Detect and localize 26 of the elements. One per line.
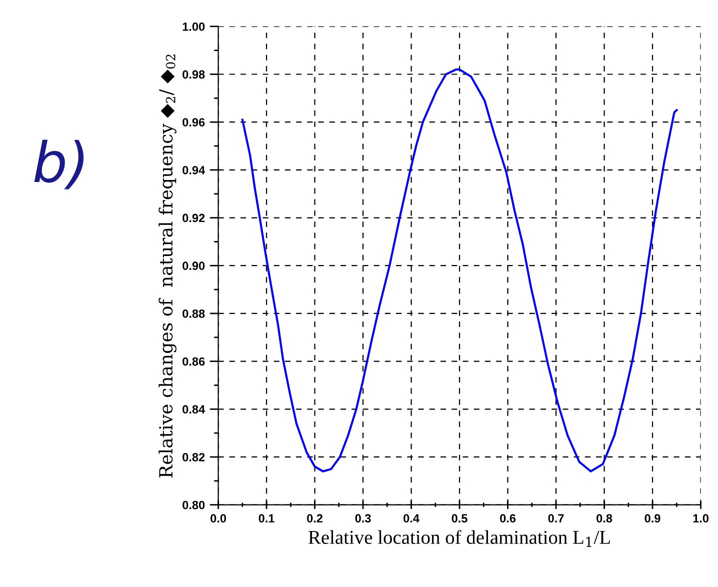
x-tick-label: 0.9 <box>644 514 660 523</box>
y-tick-label: 0.92 <box>182 214 205 222</box>
y-tick-label: 0.80 <box>182 500 205 510</box>
x-tick-label: 0.0 <box>210 514 226 523</box>
y-tick-label: 0.98 <box>182 70 205 79</box>
x-tick-label: 0.5 <box>452 514 468 523</box>
y-tick-label: 0.90 <box>182 262 205 270</box>
x-tick-label: 1.0 <box>693 514 708 523</box>
x-tick-label: 0.7 <box>548 514 564 523</box>
x-tick-label: 0.6 <box>500 514 516 523</box>
y-tick-label: 1.00 <box>182 22 205 31</box>
y-tick-label: 0.84 <box>182 405 206 414</box>
x-tick-label: 0.4 <box>404 514 420 523</box>
x-tick-label: 0.2 <box>307 514 323 523</box>
x-tick-label: 0.8 <box>596 514 612 523</box>
y-tick-label: 0.82 <box>182 453 205 462</box>
y-tick-label: 0.96 <box>182 118 205 126</box>
line-series <box>241 68 678 472</box>
y-axis-title: Relative changes of natural frequency ◆$_{2}$/ ◆$_{02}$ <box>158 54 176 478</box>
x-tick-label: 0.3 <box>355 514 371 523</box>
text: b) <box>34 140 84 190</box>
y-tick-label: 0.86 <box>182 357 205 366</box>
y-tick-label: 0.94 <box>182 166 206 174</box>
y-tick-label: 0.88 <box>182 309 205 318</box>
x-axis-title: Relative location of delamination L$_{1}$/L <box>308 530 610 547</box>
x-tick-label: 0.1 <box>258 514 274 523</box>
